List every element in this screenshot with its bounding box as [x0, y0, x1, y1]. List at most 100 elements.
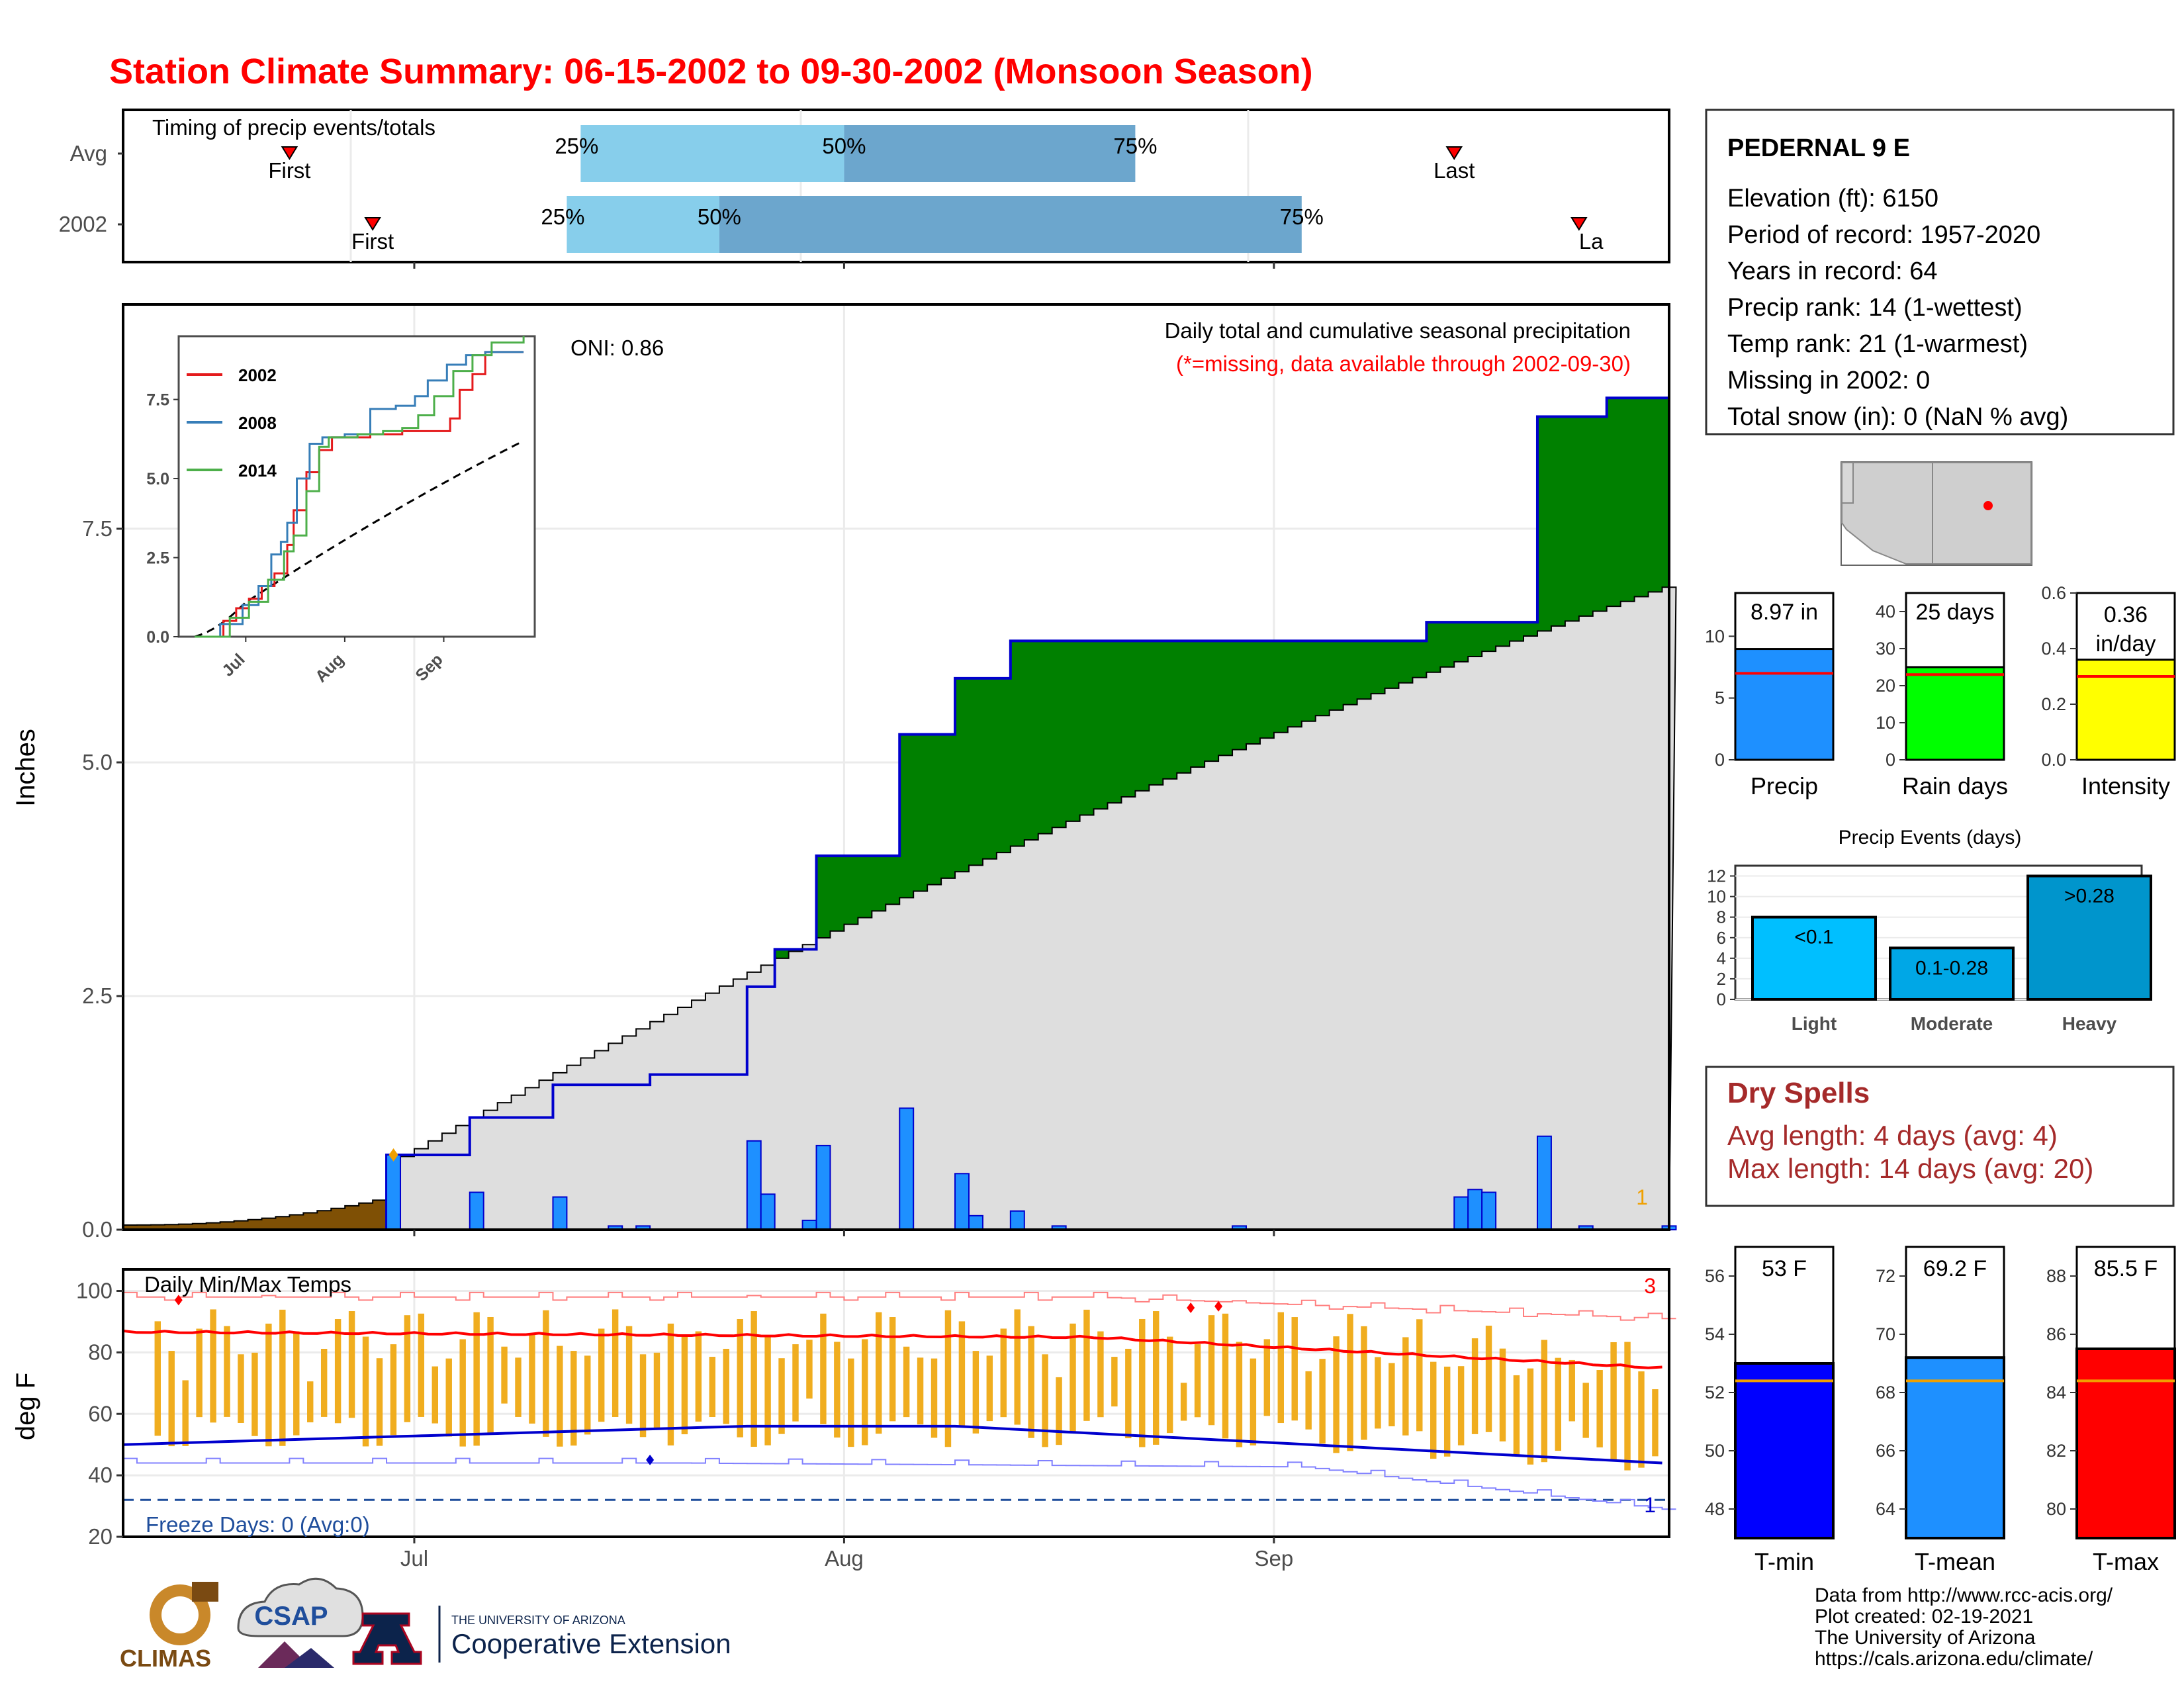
daily-temp-bar [751, 1311, 757, 1447]
daily-temp-bar [931, 1358, 938, 1438]
timing-panel: Timing of precip events/totals Avg 2002 … [59, 109, 1670, 269]
daily-temp-bar [1042, 1354, 1048, 1447]
timing-last-label: La [1579, 229, 1604, 253]
credit-line: https://cals.arizona.edu/climate/ [1815, 1648, 2093, 1670]
summary-y-tick-label: 30 [1876, 639, 1895, 659]
daily-temp-bar [1291, 1317, 1298, 1421]
first-event-triangle-icon [281, 146, 298, 160]
timing-first-label: First [268, 158, 310, 183]
daily-temp-bar [348, 1311, 355, 1418]
inset-y-tick-label: 5.0 [146, 470, 169, 488]
precip-event-bar [1889, 946, 2015, 1001]
timing-row-label: Avg [70, 141, 107, 165]
inset-y-tick-label: 0.0 [146, 628, 169, 647]
summary-bar-value-label: 8.97 in [1751, 600, 1818, 625]
temp-summary-y-tick-label: 66 [1876, 1441, 1895, 1461]
temp-summary-y-tick-label: 72 [1876, 1266, 1895, 1286]
daily-temp-bar [293, 1331, 300, 1436]
daily-temp-bar [1277, 1312, 1284, 1424]
temp-x-tick-label: Jul [400, 1546, 428, 1571]
inset-legend-label: 2008 [238, 413, 277, 433]
daily-temp-bar [972, 1351, 979, 1434]
daily-temp-bar [1194, 1344, 1201, 1418]
daily-temp-bar [639, 1354, 647, 1438]
temp-y-tick-label: 40 [88, 1463, 113, 1487]
daily-temp-bar [1375, 1357, 1381, 1429]
daily-temp-bar [362, 1336, 369, 1447]
temp-summary-bar [2075, 1348, 2176, 1539]
daily-temp-bar [584, 1355, 591, 1435]
daily-temp-bar [238, 1354, 244, 1423]
daily-temp-bar [958, 1321, 966, 1427]
daily-precip-bar [746, 1140, 762, 1231]
daily-temp-bar [986, 1355, 993, 1422]
precip-event-bar [2026, 874, 2152, 1001]
station-marker-icon [1983, 501, 1993, 510]
precip-event-category: Light [1792, 1013, 1837, 1034]
daily-temp-bar [418, 1313, 425, 1417]
daily-temp-bar [1541, 1340, 1548, 1463]
daily-temp-bar [1430, 1361, 1437, 1459]
temp-x-tick-label: Aug [825, 1546, 864, 1571]
daily-temp-bar [806, 1340, 813, 1399]
page-title: Station Climate Summary: 06-15-2002 to 0… [109, 52, 1313, 91]
daily-temp-bar [695, 1331, 702, 1422]
svg-text:Cooperative Extension: Cooperative Extension [451, 1628, 731, 1659]
last-event-triangle-icon [1570, 217, 1588, 231]
summary-y-tick-label: 40 [1876, 602, 1895, 621]
daily-temp-bar [1139, 1318, 1146, 1447]
daily-precip-bar [552, 1196, 568, 1231]
precip-y-tick-label: 0.0 [82, 1217, 113, 1242]
daily-temp-bar [1652, 1389, 1659, 1457]
daily-temp-bar [917, 1357, 924, 1425]
temp-x-tick-label: Sep [1255, 1546, 1294, 1571]
daily-temp-bar [210, 1309, 216, 1423]
normal-min-line [122, 1424, 1662, 1465]
daily-temp-bar [251, 1352, 258, 1436]
daily-temp-bar [182, 1380, 189, 1446]
cold-days-count: 1 [1644, 1493, 1656, 1517]
daily-temp-bar [570, 1351, 577, 1446]
average-cumulative-area [386, 586, 1677, 1230]
oni-label: ONI: 0.86 [570, 336, 664, 360]
dry-spells-box: Dry Spells Avg length: 4 days (avg: 4) M… [1705, 1066, 2175, 1207]
daily-temp-bar [1083, 1309, 1090, 1421]
normal-max-line [122, 1329, 1662, 1369]
daily-temp-bar [792, 1344, 799, 1422]
temp-summary-y-tick-label: 50 [1705, 1441, 1725, 1461]
summary-y-tick-label: 0.4 [2041, 639, 2066, 659]
daily-precip-bar [954, 1173, 970, 1230]
daily-temp-bar [224, 1326, 230, 1417]
daily-temp-bar [944, 1310, 952, 1447]
daily-temp-bar [889, 1317, 896, 1422]
climas-wordmark-icon: CLIMAS [120, 1645, 211, 1672]
daily-temp-bar [1125, 1348, 1132, 1439]
daily-precip-bar [801, 1219, 817, 1230]
temp-summary-y-tick-label: 84 [2046, 1383, 2066, 1402]
temp-summary-y-tick-label: 82 [2046, 1441, 2066, 1461]
daily-temp-bar [1555, 1357, 1562, 1451]
daily-temp-bar [1250, 1358, 1257, 1445]
station-info-line: Elevation (ft): 6150 [1727, 185, 1938, 212]
daily-precip-bar [1453, 1196, 1469, 1231]
freeze-days: Freeze Days: 0 (Avg:0) [146, 1512, 370, 1537]
temp-y-tick-label: 80 [88, 1340, 113, 1364]
timing-q25-q50-bar [567, 196, 719, 253]
daily-temp-bar [1582, 1383, 1589, 1438]
station-info-line: Period of record: 1957-2020 [1727, 221, 2040, 249]
credit-line: Plot created: 02-19-2021 [1815, 1606, 2033, 1627]
timing-q50-label: 50% [822, 134, 866, 158]
hot-days-count: 3 [1644, 1274, 1656, 1298]
events-y-tick-label: 10 [1707, 887, 1726, 907]
daily-temp-bar [334, 1319, 341, 1424]
daily-temp-bar [598, 1328, 605, 1422]
first-event-marker-icon [388, 1148, 398, 1162]
daily-temp-bar [764, 1336, 771, 1445]
daily-precip-bar [1481, 1191, 1497, 1230]
temp-y-tick-label: 100 [76, 1279, 113, 1303]
timing-q75-label: 75% [1280, 205, 1324, 229]
station-info-line: Total snow (in): 0 (NaN % avg) [1727, 403, 2068, 431]
daily-precip-bar [968, 1214, 983, 1231]
precip-y-tick-label: 2.5 [82, 983, 113, 1008]
daily-temp-bar [1569, 1359, 1575, 1422]
